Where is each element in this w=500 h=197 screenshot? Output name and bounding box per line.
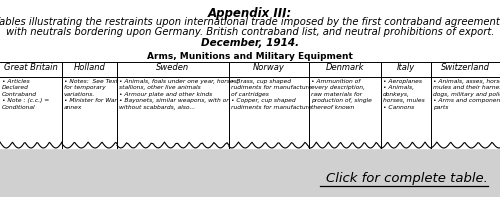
- Text: • Brass, cup shaped
rudiments for manufacture
of cartridges
• Copper, cup shaped: • Brass, cup shaped rudiments for manufa…: [231, 79, 312, 110]
- Text: Great Britain: Great Britain: [4, 63, 58, 72]
- Text: • Articles
Declared
Contraband
• Note : (c.c.) =
Conditional: • Articles Declared Contraband • Note : …: [2, 79, 49, 110]
- Text: Holland: Holland: [74, 63, 106, 72]
- Text: Appendix III:: Appendix III:: [208, 7, 292, 20]
- Text: Switzerland: Switzerland: [441, 63, 490, 72]
- Polygon shape: [229, 77, 309, 148]
- Text: • Animals, foals under one year, horses,
stallions, other live animals
• Armour : • Animals, foals under one year, horses,…: [119, 79, 238, 110]
- Text: with neutrals bordering upon Germany. British contraband list, and neutral prohi: with neutrals bordering upon Germany. Br…: [6, 27, 494, 37]
- Polygon shape: [62, 77, 117, 148]
- Bar: [0, 62, 500, 148]
- Text: Tables illustrating the restraints upon international trade imposed by the first: Tables illustrating the restraints upon …: [0, 17, 500, 27]
- Text: • Ammunition of
every description,
raw materials for
production of, single
there: • Ammunition of every description, raw m…: [311, 79, 372, 110]
- Text: • Animals, asses, horses,
mules and their harness,
dogs, military and police
• A: • Animals, asses, horses, mules and thei…: [433, 79, 500, 110]
- Polygon shape: [0, 77, 62, 148]
- Polygon shape: [117, 77, 229, 148]
- Bar: [0, 0, 500, 62]
- Text: Sweden: Sweden: [156, 63, 190, 72]
- Text: • Notes:  See Text
for temporary
variations.
• Minister for War
annex: • Notes: See Text for temporary variatio…: [64, 79, 118, 110]
- Text: Click for complete table.: Click for complete table.: [326, 172, 488, 185]
- Text: Arms, Munitions and Military Equipment: Arms, Munitions and Military Equipment: [147, 52, 353, 61]
- Text: Denmark: Denmark: [326, 63, 364, 72]
- Text: Italy: Italy: [397, 63, 415, 72]
- Text: Norway: Norway: [253, 63, 285, 72]
- Text: December, 1914.: December, 1914.: [201, 38, 299, 48]
- Polygon shape: [431, 77, 500, 148]
- Polygon shape: [309, 77, 381, 148]
- Text: • Aeroplanes
• Animals,
donkeys,
horses, mules
• Cannons: • Aeroplanes • Animals, donkeys, horses,…: [383, 79, 425, 110]
- Polygon shape: [381, 77, 431, 148]
